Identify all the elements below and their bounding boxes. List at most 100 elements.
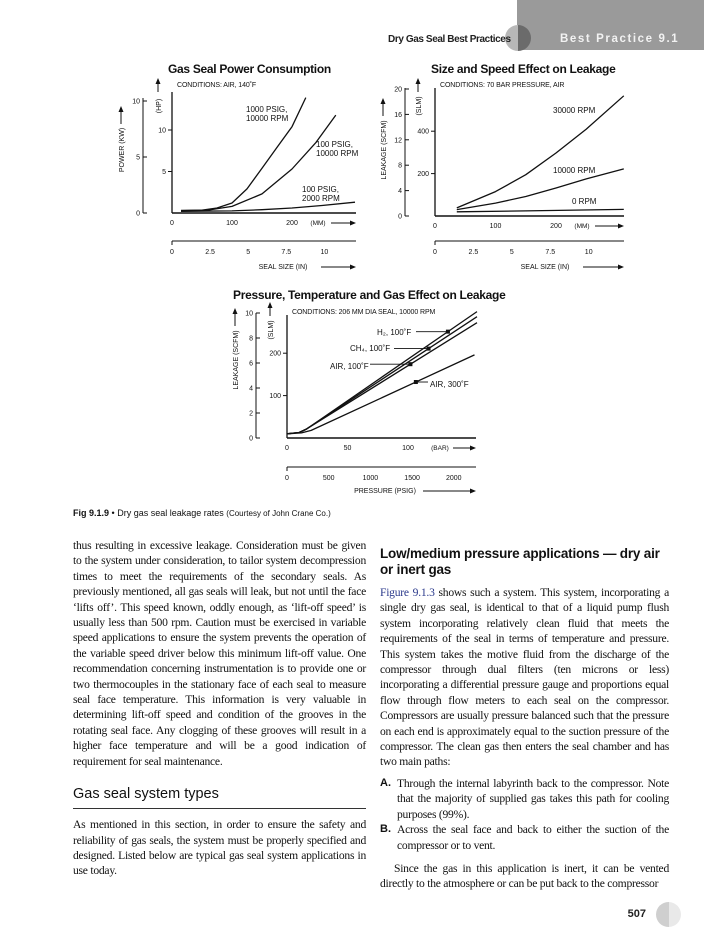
chart2-series-line (456, 168, 624, 211)
chart1-x2-tick-label: 0 (170, 249, 174, 256)
page-circle-decoration (656, 901, 681, 927)
chart1-x2-tick-label: 7.5 (281, 249, 291, 256)
list-item: B. Across the seal face and back to eithe… (380, 822, 669, 853)
chart2-x2-tick-label: 0 (433, 249, 437, 256)
chart3-x-tick-label: 0 (285, 445, 289, 452)
section-heading: Low/medium pressure applications — dry a… (380, 546, 660, 577)
chart3-yright-tick-label: 100 (269, 393, 281, 400)
chart3-yleft-arrow-head (232, 308, 238, 314)
chart3-yright-label: (SLM) (268, 320, 275, 339)
chart1-x2-tick-label: 10 (321, 249, 329, 256)
right-column: Low/medium pressure applications — dry a… (380, 546, 681, 927)
chart1-x-label: (MM) (310, 220, 325, 227)
chart3-yright-tick-label: 200 (269, 351, 281, 358)
chart1-yright-tick-label: 10 (158, 128, 166, 135)
chart1-x2-tick-label: 2.5 (205, 249, 215, 256)
list-marker: B. (380, 823, 391, 836)
chart2-yleft-tick-label: 8 (398, 163, 402, 170)
chart2-x2-tick-label: 10 (585, 249, 593, 256)
chart2-yright-tick-label: 200 (417, 171, 429, 178)
chart1-yright-tick-label: 5 (162, 169, 166, 176)
chart2-x-tick-label: 0 (433, 223, 437, 230)
chart2-x2-arrow-head (618, 264, 624, 270)
document-page: Dry Gas Seal Best Practices Best Practic… (73, 0, 704, 927)
chart3-x2-tick-label: 1000 (363, 475, 379, 482)
chart2-series-label: 0 RPM (572, 197, 597, 206)
chart2-x2-tick-label: 5 (510, 249, 514, 256)
chart3-x2-tick-label: 2000 (446, 475, 462, 482)
chart2-x-label: (MM) (574, 223, 589, 230)
path-list: A. Through the internal labyrinth back to… (380, 776, 669, 853)
chart3-yright-arrow-head (267, 302, 273, 308)
chart3-series-label: AIR, 300˚F (430, 380, 469, 389)
section-label: Best Practice 9.1 (560, 33, 680, 45)
list-item: A. Through the internal labyrinth back to… (380, 776, 669, 822)
chart3-x2-tick-label: 1500 (404, 475, 420, 482)
chart1-series-line (180, 97, 307, 212)
chart3-x2-label: PRESSURE (PSIG) (354, 488, 416, 495)
chart1-x2-arrow-head (350, 264, 356, 270)
body-paragraph: Figure 9.1.3 shows such a system. This s… (380, 585, 669, 770)
caption-bullet: • (111, 508, 115, 518)
chart2-yleft-tick-label: 0 (398, 214, 402, 221)
chart1-x2-tick-label: 5 (246, 249, 250, 256)
chart1-x-tick-label: 0 (170, 220, 174, 227)
chart2-yleft-tick-label: 20 (394, 87, 402, 94)
chart1-yleft-tick-label: 10 (132, 99, 140, 106)
chart3-title: Pressure, Temperature and Gas Effect on … (233, 288, 506, 302)
chart2-x2-label: SEAL SIZE (IN) (521, 264, 570, 271)
chart1-yright-arrow-head (155, 78, 161, 84)
chart2-yleft-arrow-head (380, 98, 386, 104)
chart3-x2-arrow-head (470, 488, 476, 494)
chart1-conditions: CONDITIONS: AIR, 140˚F (177, 82, 257, 89)
header-circle-decoration (505, 25, 531, 51)
chart3-yleft-tick-label: 4 (249, 386, 253, 393)
chart3-series-line (286, 322, 478, 435)
chart3-yleft-label: LEAKAGE (SCFM) (233, 330, 240, 389)
chart3-series-label: AIR, 100˚F (330, 362, 369, 371)
figure-link[interactable]: Figure 9.1.3 (380, 586, 435, 599)
section-tab (517, 0, 704, 50)
chart1-series-label: 1000 PSIG, 10000 RPM (246, 105, 289, 123)
chart1-yleft-tick-label: 5 (136, 155, 140, 162)
chart1-yright-label: (HP) (156, 99, 163, 113)
chart3-yleft-tick-label: 8 (249, 336, 253, 343)
chart1-series-label: 100 PSIG, 10000 RPM (316, 140, 359, 158)
chart1-series-label: 100 PSIG, 2000 RPM (302, 185, 340, 203)
figure-caption: Fig 9.1.9 • Dry gas seal leakage rates (… (73, 508, 331, 518)
chart2-series-line (456, 95, 625, 209)
chart3-yleft-tick-label: 10 (245, 311, 253, 318)
chart3-series-line (286, 316, 478, 435)
body-paragraph: Since the gas in this application is ine… (380, 861, 669, 891)
running-title: Dry Gas Seal Best Practices (388, 34, 511, 45)
caption-label: Fig 9.1.9 (73, 508, 110, 518)
chart1-yleft-arrow-head (118, 106, 124, 112)
chart2-series-label: 30000 RPM (553, 106, 596, 115)
chart3-x2-tick-label: 0 (285, 475, 289, 482)
chart3-yleft-tick-label: 6 (249, 361, 253, 368)
chart2-x2-tick-label: 7.5 (545, 249, 555, 256)
chart1-yleft-tick-label: 0 (136, 211, 140, 218)
chart2-yleft-label: LEAKAGE (SCFM) (381, 120, 388, 179)
body-paragraph: As mentioned in this section, in order t… (73, 818, 366, 878)
chart1-series-line (180, 114, 337, 212)
chart1-x2-label: SEAL SIZE (IN) (259, 264, 308, 271)
chart2-x-tick-label: 200 (550, 223, 562, 230)
chart2-yleft-tick-label: 16 (394, 112, 402, 119)
section-heading: Gas seal system types (73, 785, 366, 810)
chart3-x-arrow-head (470, 445, 476, 451)
left-column: thus resulting in excessive leakage. Con… (73, 538, 366, 879)
list-item-text: Across the seal face and back to either … (397, 823, 669, 852)
paragraph-text: shows such a system. This system, incorp… (380, 586, 669, 769)
chart3-series-label: H₂, 100˚F (377, 328, 412, 337)
caption-text: Dry gas seal leakage rates (117, 508, 224, 518)
chart2-yleft-tick-label: 4 (398, 188, 402, 195)
list-marker: A. (380, 776, 391, 789)
chart1-x-tick-label: 100 (226, 220, 238, 227)
chart2-x-arrow-head (618, 223, 624, 229)
chart1-x-tick-label: 200 (286, 220, 298, 227)
chart3-x2-tick-label: 500 (323, 475, 335, 482)
chart3-yleft-tick-label: 0 (249, 436, 253, 443)
chart3-series-line (286, 354, 475, 435)
